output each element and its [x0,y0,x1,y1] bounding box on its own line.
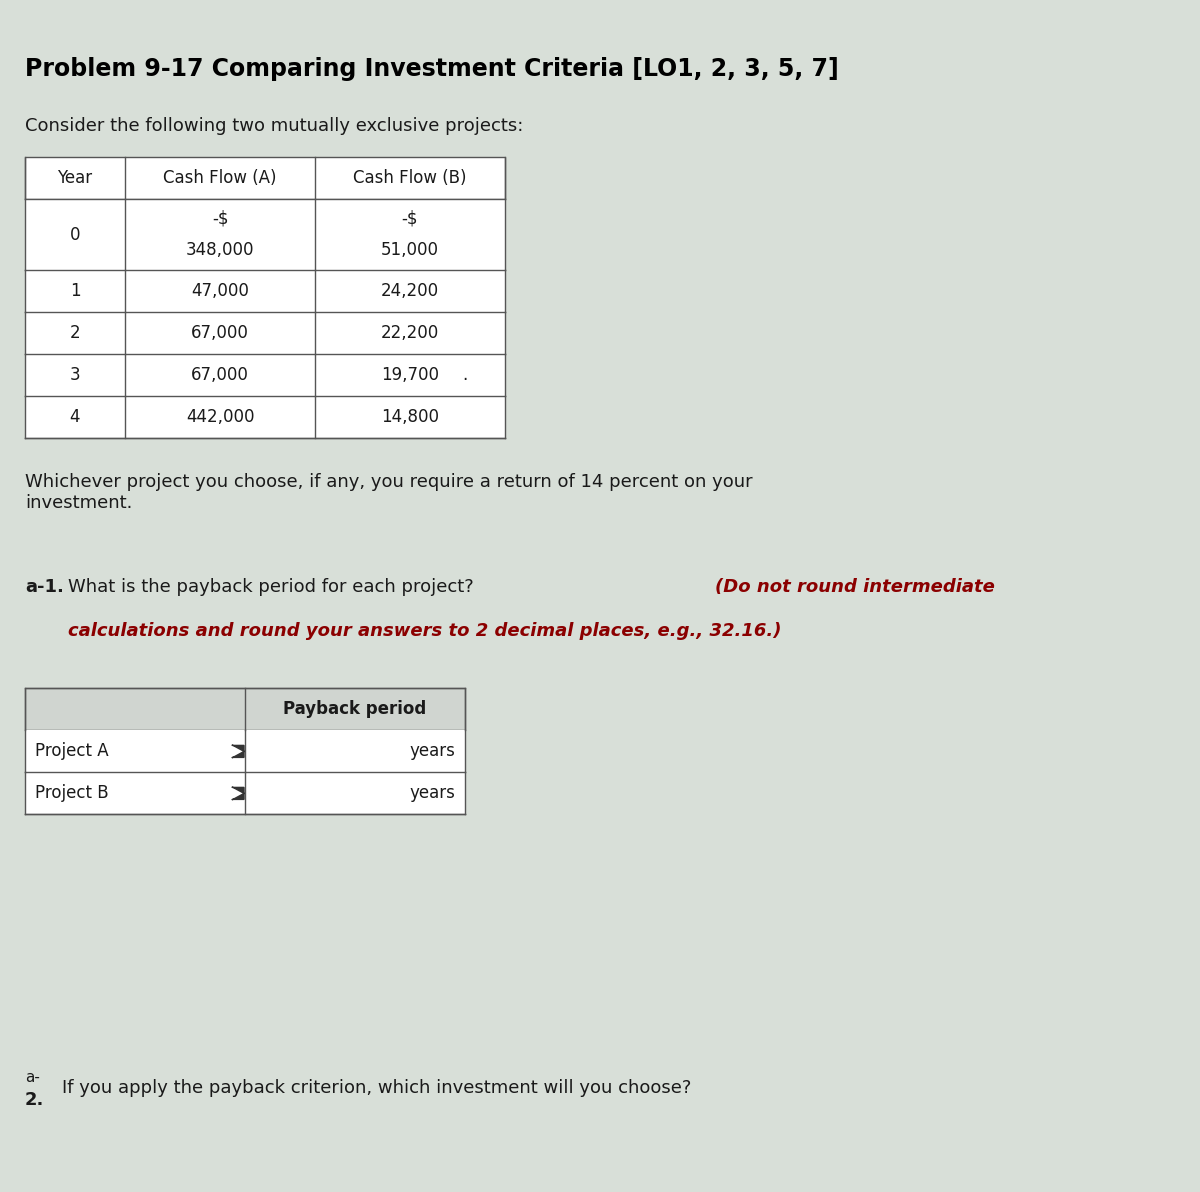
Text: 51,000: 51,000 [380,242,439,260]
Text: 67,000: 67,000 [191,324,248,342]
Bar [25,397,505,439]
Text: 0: 0 [70,225,80,243]
Text: 14,800: 14,800 [380,409,439,427]
Text: Cash Flow (A): Cash Flow (A) [163,169,277,187]
Bar [25,199,505,271]
Bar [25,772,466,814]
Bar [25,689,466,731]
FancyArrow shape [232,787,244,800]
Text: 2: 2 [70,324,80,342]
Text: Problem 9-17 Comparing Investment Criteria [LO1, 2, 3, 5, 7]: Problem 9-17 Comparing Investment Criter… [25,57,839,81]
Text: 1: 1 [70,283,80,300]
Text: If you apply the payback criterion, which investment will you choose?: If you apply the payback criterion, whic… [62,1079,691,1097]
Text: a-: a- [25,1070,40,1085]
Text: (Do not round intermediate: (Do not round intermediate [715,578,995,596]
Text: 2.: 2. [25,1091,44,1109]
Text: 47,000: 47,000 [191,283,248,300]
Bar [25,312,505,354]
FancyArrow shape [232,745,244,758]
Text: years: years [409,743,455,760]
Text: -$: -$ [211,210,228,228]
Text: Year: Year [58,169,92,187]
Text: 22,200: 22,200 [380,324,439,342]
Text: .: . [462,366,468,384]
Text: 19,700: 19,700 [380,366,439,384]
Text: years: years [409,784,455,802]
Text: Payback period: Payback period [283,701,427,719]
Text: Project A: Project A [35,743,109,760]
Text: 348,000: 348,000 [186,242,254,260]
Bar [25,731,466,772]
Text: Whichever project you choose, if any, you require a return of 14 percent on your: Whichever project you choose, if any, yo… [25,473,752,513]
Text: Consider the following two mutually exclusive projects:: Consider the following two mutually excl… [25,117,523,135]
Text: calculations and round your answers to 2 decimal places, e.g., 32.16.): calculations and round your answers to 2… [68,622,781,640]
Text: 67,000: 67,000 [191,366,248,384]
Bar [25,157,505,199]
Text: 442,000: 442,000 [186,409,254,427]
Text: -$: -$ [402,210,419,228]
Bar [25,354,505,397]
Text: 24,200: 24,200 [380,283,439,300]
Text: What is the payback period for each project?: What is the payback period for each proj… [68,578,480,596]
Text: Cash Flow (B): Cash Flow (B) [353,169,467,187]
Text: a-1.: a-1. [25,578,64,596]
Text: 3: 3 [70,366,80,384]
Bar [25,271,505,312]
Text: 4: 4 [70,409,80,427]
Text: Project B: Project B [35,784,109,802]
